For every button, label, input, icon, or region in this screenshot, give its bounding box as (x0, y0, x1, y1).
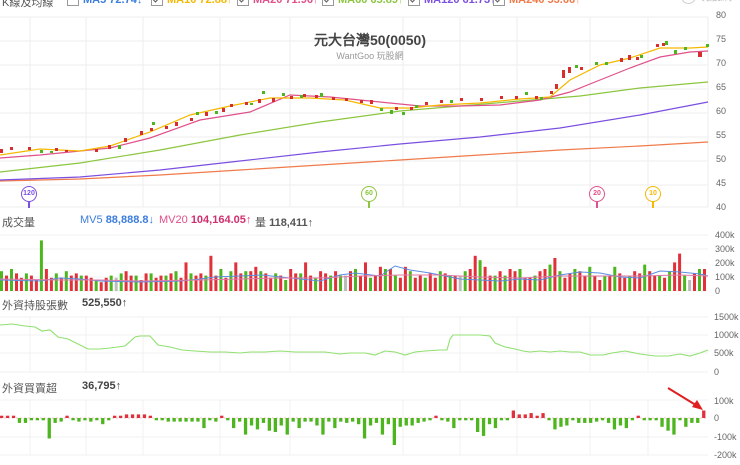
legend-ma5[interactable]: MA5 72.74↓ (67, 0, 142, 6)
ma10-line (0, 46, 709, 156)
ma-legend-bar: K線及均線 MA5 72.74↓ MA10 72.88↑ MA20 71.96↑… (0, 0, 740, 10)
volume-readout: 量 118,411↑ (255, 217, 314, 229)
marker-ma20[interactable]: 20 (589, 186, 605, 208)
ma10-checkbox[interactable] (151, 0, 163, 6)
net-readout: 36,795↑ (82, 380, 122, 392)
ma20-line (0, 50, 709, 159)
marker-ma120[interactable]: 120 (21, 186, 37, 208)
ma120-checkbox[interactable] (408, 0, 420, 6)
ma5-checkbox[interactable] (67, 0, 79, 6)
legend-label: K線及均線 (2, 0, 54, 9)
red-arrow-annotation (667, 387, 703, 410)
ma60-checkbox[interactable] (322, 0, 334, 6)
price-grid (0, 16, 709, 208)
marker-ma10[interactable]: 10 (645, 186, 661, 208)
holdings-pane-header: 外資持股張數 (2, 297, 68, 313)
legend-ma60[interactable]: MA60 65.89↑ (322, 0, 403, 6)
foreign-net-bars (0, 410, 706, 445)
holdings-grid (0, 316, 708, 373)
net-label: 外資買賣超 (2, 383, 57, 395)
wantgoo-logo: 玩股網 (681, 0, 732, 4)
mv20-readout: MV20 104,164.05↑ (159, 214, 252, 226)
legend-ma10[interactable]: MA10 72.88↑ (151, 0, 232, 6)
holdings-readout: 525,550↑ (82, 297, 128, 309)
volume-pane-header: 成交量 (2, 214, 35, 230)
foreign-holdings-line (0, 323, 709, 357)
ma240-line (0, 141, 709, 182)
legend-ma20[interactable]: MA20 71.96↑ (237, 0, 318, 6)
net-pane-header: 外資買賣超 (2, 380, 57, 396)
net-grid (0, 399, 708, 456)
mv20-line (0, 274, 709, 282)
chart-subtitle: WantGoo 玩股網 (336, 51, 404, 61)
volume-label: 成交量 (2, 217, 35, 229)
chart-title: 元大台灣50(0050) (313, 32, 427, 48)
marker-ma60[interactable]: 60 (361, 186, 377, 208)
ma60-line (0, 81, 709, 173)
legend-ma240[interactable]: MA240 53.66↑ (493, 0, 581, 6)
ma20-checkbox[interactable] (237, 0, 249, 6)
ma240-checkbox[interactable] (493, 0, 505, 6)
candlesticks (0, 41, 709, 153)
mv5-readout: MV5 88,888.8↓ (80, 214, 155, 226)
holdings-label: 外資持股張數 (2, 300, 68, 312)
ma120-line (0, 101, 709, 181)
volume-bars (0, 240, 706, 291)
